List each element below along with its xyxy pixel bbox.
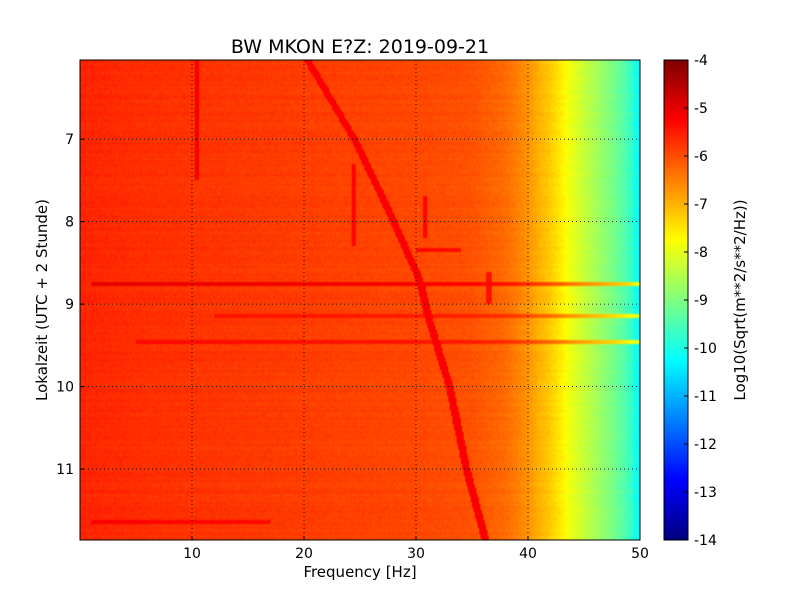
colorbar-tick-label: -12 <box>694 437 717 453</box>
colorbar-tick-label: -11 <box>694 389 717 405</box>
x-axis-ticks: 10 20 30 40 50 <box>183 536 649 562</box>
colorbar-tick-label: -5 <box>694 101 708 117</box>
chart-title: BW MKON E?Z: 2019-09-21 <box>231 36 489 58</box>
colorbar-tick-label: -6 <box>694 149 708 165</box>
grid-lines <box>80 60 640 540</box>
x-tick-label: 50 <box>631 546 649 562</box>
colorbar-label: Log10(Sqrt(m**2/s**2/Hz)) <box>731 199 749 400</box>
y-tick-label: 10 <box>56 380 74 396</box>
colorbar-tick-label: -4 <box>694 53 708 69</box>
spectrogram-heatmap <box>80 60 640 540</box>
y-tick-label: 9 <box>65 297 74 313</box>
colorbar-tick-label: -13 <box>694 485 717 501</box>
y-tick-label: 8 <box>65 215 74 231</box>
colorbar-tick-label: -8 <box>694 245 708 261</box>
x-tick-label: 40 <box>519 546 537 562</box>
x-tick-label: 30 <box>407 546 425 562</box>
colorbar-tick-label: -9 <box>694 293 708 309</box>
x-tick-label: 10 <box>183 546 201 562</box>
colorbar-tick-label: -14 <box>694 533 717 549</box>
colorbar-tick-label: -10 <box>694 341 717 357</box>
colorbar-ticks: -4 -5 -6 -7 -8 -9 -10 -11 -12 -13 -14 <box>684 53 717 549</box>
y-axis-label: Lokalzeit (UTC + 2 Stunde) <box>33 199 51 401</box>
y-axis-ticks: 7 8 9 10 11 <box>56 132 84 478</box>
y-tick-label: 7 <box>65 132 74 148</box>
x-tick-label: 20 <box>295 546 313 562</box>
plot-frame <box>79 59 641 541</box>
x-axis-label: Frequency [Hz] <box>303 563 416 581</box>
y-tick-label: 11 <box>56 462 74 478</box>
heatmap-image <box>80 60 640 540</box>
colorbar-tick-label: -7 <box>694 197 708 213</box>
